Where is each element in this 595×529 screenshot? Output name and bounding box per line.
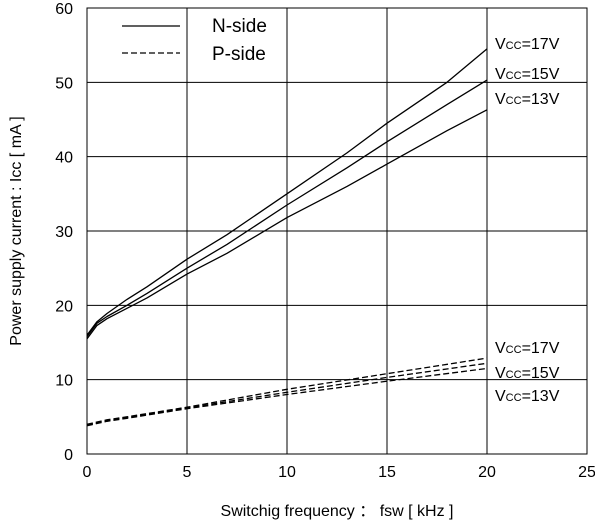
tick-labels: 0 5 10 15 20 25 0 10 20 30 40 50 60 [55,1,595,481]
p-side-vcc-17: VCC=17V [495,340,560,357]
x-tick-label: 15 [378,464,396,481]
x-tick-label: 0 [83,464,92,481]
series-lines [86,48,488,427]
series-line-n-side-1 [86,79,488,337]
x-tick-label: 10 [278,464,296,481]
n-side-vcc-13: VCC=13V [495,91,560,108]
legend: N-side P-side [122,16,267,65]
y-tick-label: 40 [55,150,73,167]
y-tick-label: 20 [55,298,73,315]
series-line-p-side-3 [86,357,488,425]
n-side-vcc-15: VCC=15V [495,66,560,83]
p-side-vcc-13: VCC=13V [495,388,560,405]
x-axis-label: Switchig frequency ： fsw [ kHz ] [221,503,454,520]
y-tick-label: 10 [55,373,73,390]
series-line-n-side-0 [86,48,488,336]
y-tick-label: 50 [55,75,73,92]
legend-label-p-side: P-side [212,44,266,65]
n-side-vcc-17: VCC=17V [495,36,560,53]
x-tick-label: 5 [183,464,192,481]
legend-label-n-side: N-side [212,16,267,37]
x-tick-label: 20 [478,464,496,481]
y-tick-label: 60 [55,1,73,18]
grid-lines [87,8,587,454]
n-side-annotations: VCC=17V VCC=15V VCC=13V [495,36,560,108]
y-tick-label: 30 [55,224,73,241]
series-line-p-side-4 [86,362,488,426]
p-side-annotations: VCC=17V VCC=15V VCC=13V [495,340,560,405]
series-line-n-side-2 [86,109,488,340]
y-axis-label: Power supply current : Icc [ mA ] [8,116,25,345]
y-tick-label: 0 [64,447,73,464]
x-tick-label: 25 [578,464,595,481]
series-line-p-side-5 [86,367,488,427]
p-side-vcc-15: VCC=15V [495,365,560,382]
